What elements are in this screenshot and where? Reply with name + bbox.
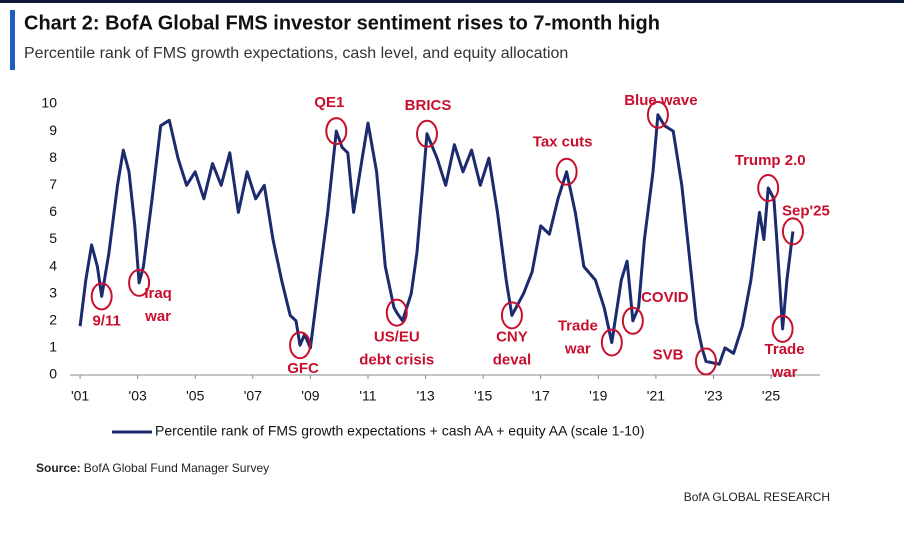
x-tick-label: '07 bbox=[244, 388, 262, 404]
legend-label: Percentile rank of FMS growth expectatio… bbox=[155, 423, 644, 439]
annotation-label: war bbox=[771, 364, 798, 381]
y-tick-label: 3 bbox=[49, 284, 57, 300]
annotation-circle bbox=[555, 157, 578, 186]
x-tick-label: '09 bbox=[301, 388, 319, 404]
y-tick-label: 7 bbox=[49, 176, 57, 192]
x-tick-label: '01 bbox=[71, 388, 89, 404]
annotation-label: Tax cuts bbox=[533, 134, 593, 151]
x-tick-label: '19 bbox=[589, 388, 607, 404]
annotation-circle bbox=[416, 119, 439, 148]
annotation-label: CNY bbox=[496, 328, 528, 345]
annotation-label: deval bbox=[493, 351, 531, 368]
annotation-label: Blue wave bbox=[624, 92, 697, 109]
annotation-circle bbox=[289, 331, 312, 360]
y-tick-label: 9 bbox=[49, 122, 57, 138]
y-tick-label: 5 bbox=[49, 230, 57, 246]
x-tick-label: '17 bbox=[532, 388, 550, 404]
annotation-label: COVID bbox=[641, 289, 689, 306]
annotation-label: war bbox=[564, 340, 591, 357]
x-tick-label: '05 bbox=[186, 388, 204, 404]
annotation-label: BRICS bbox=[405, 97, 452, 114]
y-tick-label: 10 bbox=[41, 95, 57, 111]
x-tick-label: '23 bbox=[704, 388, 722, 404]
annotation-label: debt crisis bbox=[359, 352, 434, 369]
footer: BofA GLOBAL RESEARCH bbox=[684, 490, 830, 504]
annotation-circle bbox=[694, 347, 717, 376]
annotation-label: Sep'25 bbox=[782, 202, 830, 219]
x-tick-label: '21 bbox=[647, 388, 665, 404]
x-tick-label: '13 bbox=[416, 388, 434, 404]
annotation-circle bbox=[621, 306, 644, 335]
x-tick-label: '15 bbox=[474, 388, 492, 404]
y-tick-label: 6 bbox=[49, 203, 57, 219]
annotation-label: SVB bbox=[653, 346, 684, 363]
y-tick-label: 1 bbox=[49, 339, 57, 355]
annotation-circle bbox=[757, 174, 780, 203]
annotation-circle bbox=[781, 217, 804, 246]
x-tick-label: '11 bbox=[359, 388, 376, 404]
source-label: Source: bbox=[36, 461, 81, 475]
annotation-circle bbox=[600, 328, 623, 357]
source: Source: BofA Global Fund Manager Survey bbox=[36, 461, 269, 475]
annotation-circle bbox=[90, 282, 113, 311]
annotation-circle bbox=[646, 100, 669, 129]
annotation-circle bbox=[771, 314, 794, 343]
annotation-label: 9/11 bbox=[92, 312, 120, 329]
series-line bbox=[78, 113, 795, 366]
annotation-label: GFC bbox=[287, 360, 319, 377]
y-tick-label: 8 bbox=[49, 149, 57, 165]
annotation-label: Trade bbox=[765, 341, 805, 358]
annotation-circle bbox=[128, 268, 151, 297]
annotation-label: US/EU bbox=[374, 329, 420, 346]
x-tick-label: '25 bbox=[762, 388, 780, 404]
chart-title: Chart 2: BofA Global FMS investor sentim… bbox=[24, 12, 660, 34]
y-tick-label: 2 bbox=[49, 312, 57, 328]
annotation-circle bbox=[385, 298, 408, 327]
x-tick-label: '03 bbox=[129, 388, 147, 404]
title-bar bbox=[10, 10, 15, 70]
top-rule bbox=[0, 0, 904, 3]
annotation-label: Iraq bbox=[144, 285, 172, 302]
annotation-circle bbox=[500, 301, 523, 330]
source-text: BofA Global Fund Manager Survey bbox=[84, 461, 269, 475]
annotation-label: Trump 2.0 bbox=[735, 152, 806, 169]
chart-subtitle: Percentile rank of FMS growth expectatio… bbox=[24, 45, 568, 62]
annotation-label: QE1 bbox=[314, 94, 344, 111]
annotation-circle bbox=[325, 117, 348, 146]
y-tick-label: 4 bbox=[49, 257, 57, 273]
annotation-label: Trade bbox=[558, 317, 598, 334]
y-tick-label: 0 bbox=[49, 366, 57, 382]
annotation-label: war bbox=[144, 308, 171, 325]
